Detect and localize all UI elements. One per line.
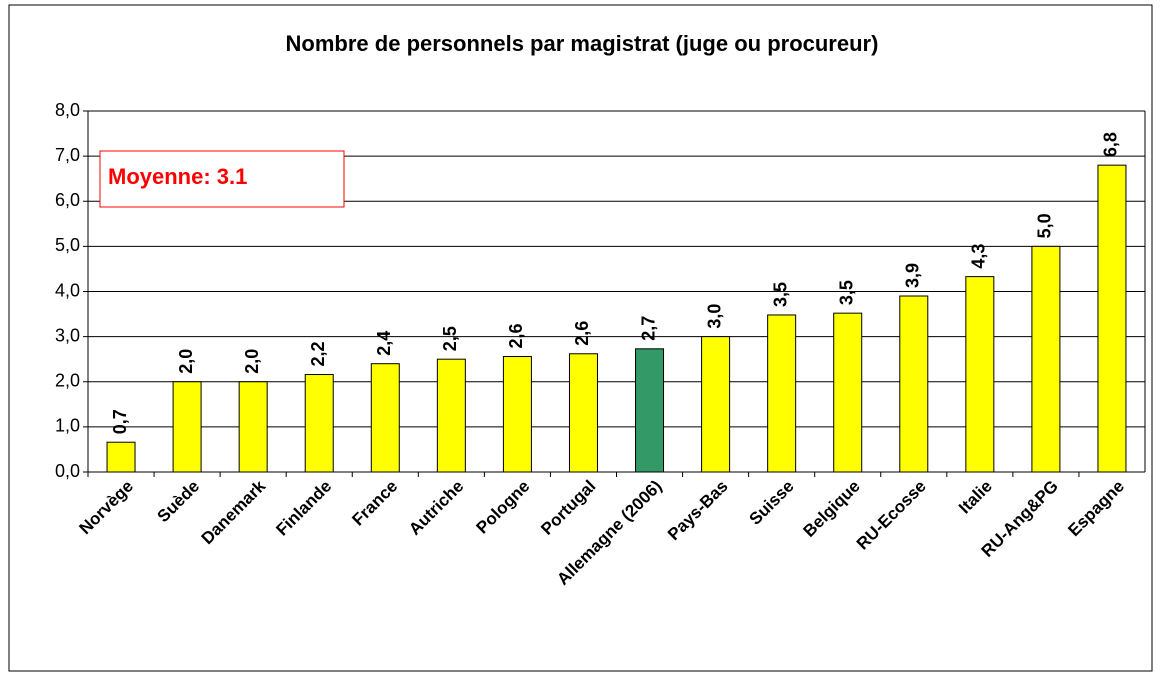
y-tick-label: 6,0	[55, 190, 80, 210]
data-label: 3,5	[770, 282, 790, 307]
data-label: 2,6	[572, 321, 592, 346]
chart-frame	[8, 4, 1153, 672]
bar	[965, 276, 995, 473]
bar	[833, 312, 863, 473]
y-tick-label: 3,0	[55, 325, 80, 345]
data-label: 3,9	[903, 263, 923, 288]
bar	[1031, 245, 1061, 473]
bar	[238, 381, 268, 473]
bar	[106, 441, 136, 473]
data-label: 0,7	[110, 409, 130, 434]
y-tick-label: 1,0	[55, 416, 80, 436]
bar	[172, 381, 202, 473]
data-label: 2,5	[440, 326, 460, 351]
annotation: Moyenne: 3.1	[108, 164, 247, 189]
bar	[304, 374, 334, 473]
data-label: 2,2	[308, 341, 328, 366]
bar	[502, 355, 532, 473]
data-label: 3,5	[836, 280, 856, 305]
bar	[436, 358, 466, 473]
y-tick-label: 5,0	[55, 235, 80, 255]
chart-title: Nombre de personnels par magistrat (juge…	[286, 31, 879, 56]
data-label: 2,7	[638, 316, 658, 341]
y-tick-label: 2,0	[55, 371, 80, 391]
data-label: 4,3	[969, 244, 989, 269]
bar	[568, 353, 598, 473]
data-label: 3,0	[704, 304, 724, 329]
y-tick-label: 8,0	[55, 100, 80, 120]
data-label: 5,0	[1035, 213, 1055, 238]
bar	[767, 314, 797, 473]
bar	[635, 348, 665, 473]
y-tick-label: 4,0	[55, 280, 80, 300]
data-label: 2,0	[242, 349, 262, 374]
y-tick-label: 0,0	[55, 461, 80, 481]
bar	[899, 295, 929, 473]
bar	[370, 363, 400, 473]
data-label: 6,8	[1101, 132, 1121, 157]
data-label: 2,4	[374, 331, 394, 356]
data-label: 2,0	[176, 349, 196, 374]
bar	[1097, 164, 1127, 473]
annotation-box	[99, 150, 345, 208]
bar	[701, 336, 731, 473]
y-tick-label: 7,0	[55, 145, 80, 165]
data-label: 2,6	[506, 323, 526, 348]
